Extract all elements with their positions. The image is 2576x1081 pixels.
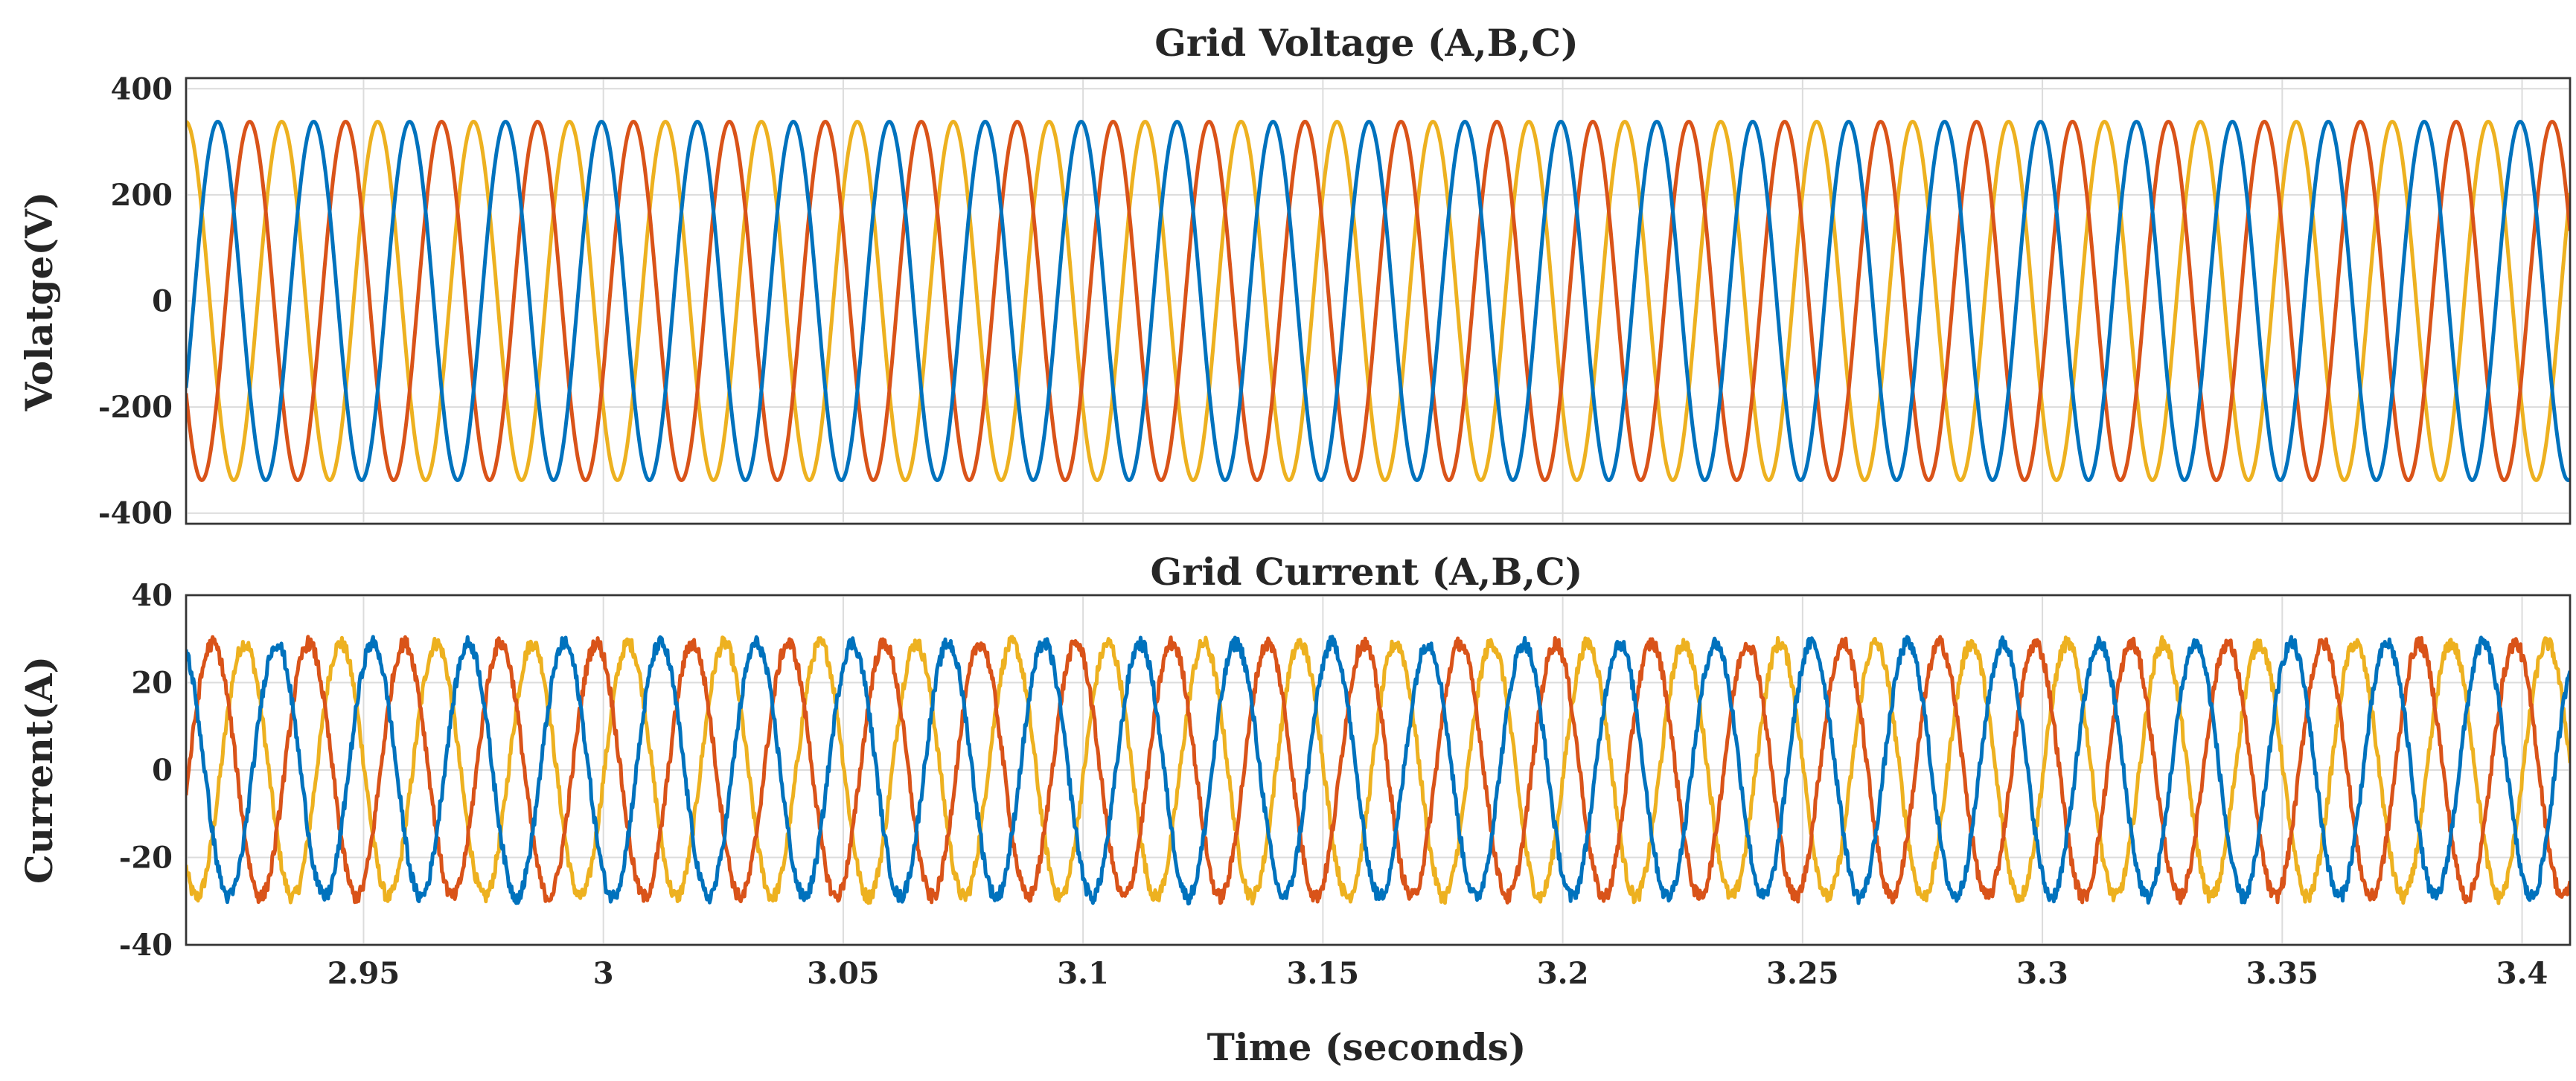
voltage-chart: Grid Voltage (A,B,C) -400 -200 0 200 400 Vol… (17, 21, 2570, 531)
voltage-y-ticks: -400 -200 0 200 400 (98, 71, 173, 530)
current-y-tick-label: -20 (119, 841, 173, 876)
current-x-tick-label: 3.2 (1537, 956, 1589, 991)
current-x-tick-label: 3.3 (2016, 956, 2068, 991)
current-y-tick-label: -40 (119, 928, 173, 963)
x-axis-label: Time (seconds) (1207, 1025, 1527, 1069)
current-x-tick-label: 3 (593, 956, 614, 991)
voltage-y-tick-label: 0 (152, 284, 173, 319)
current-x-tick-label: 3.4 (2496, 956, 2548, 991)
current-x-tick-label: 2.95 (327, 956, 400, 991)
voltage-y-tick-label: -400 (98, 496, 173, 531)
voltage-y-tick-label: 400 (111, 71, 173, 106)
current-y-tick-label: 0 (152, 753, 173, 788)
current-y-ticks: -40 -20 0 20 40 (119, 578, 173, 963)
current-chart-title: Grid Current (A,B,C) (1151, 550, 1583, 594)
current-y-tick-label: 40 (131, 578, 173, 613)
voltage-chart-title: Grid Voltage (A,B,C) (1154, 21, 1579, 65)
current-x-ticks: 2.95 3 3.05 3.1 3.15 3.2 3.25 3.3 3.35 3.4 (327, 956, 2548, 991)
current-x-tick-label: 3.35 (2246, 956, 2318, 991)
voltage-y-tick-label: 200 (111, 178, 173, 213)
current-y-axis-label: Current(A) (17, 656, 61, 884)
current-x-tick-label: 3.15 (1287, 956, 1359, 991)
current-x-tick-label: 3.05 (807, 956, 879, 991)
current-y-tick-label: 20 (131, 666, 173, 701)
current-chart: Grid Current (A,B,C) -40 -20 0 20 40 2.95 3 3.… (17, 550, 2570, 991)
voltage-y-tick-label: -200 (98, 390, 173, 425)
current-x-tick-label: 3.1 (1057, 956, 1109, 991)
voltage-y-axis-label: Volatge(V) (17, 192, 61, 412)
current-x-tick-label: 3.25 (1766, 956, 1838, 991)
